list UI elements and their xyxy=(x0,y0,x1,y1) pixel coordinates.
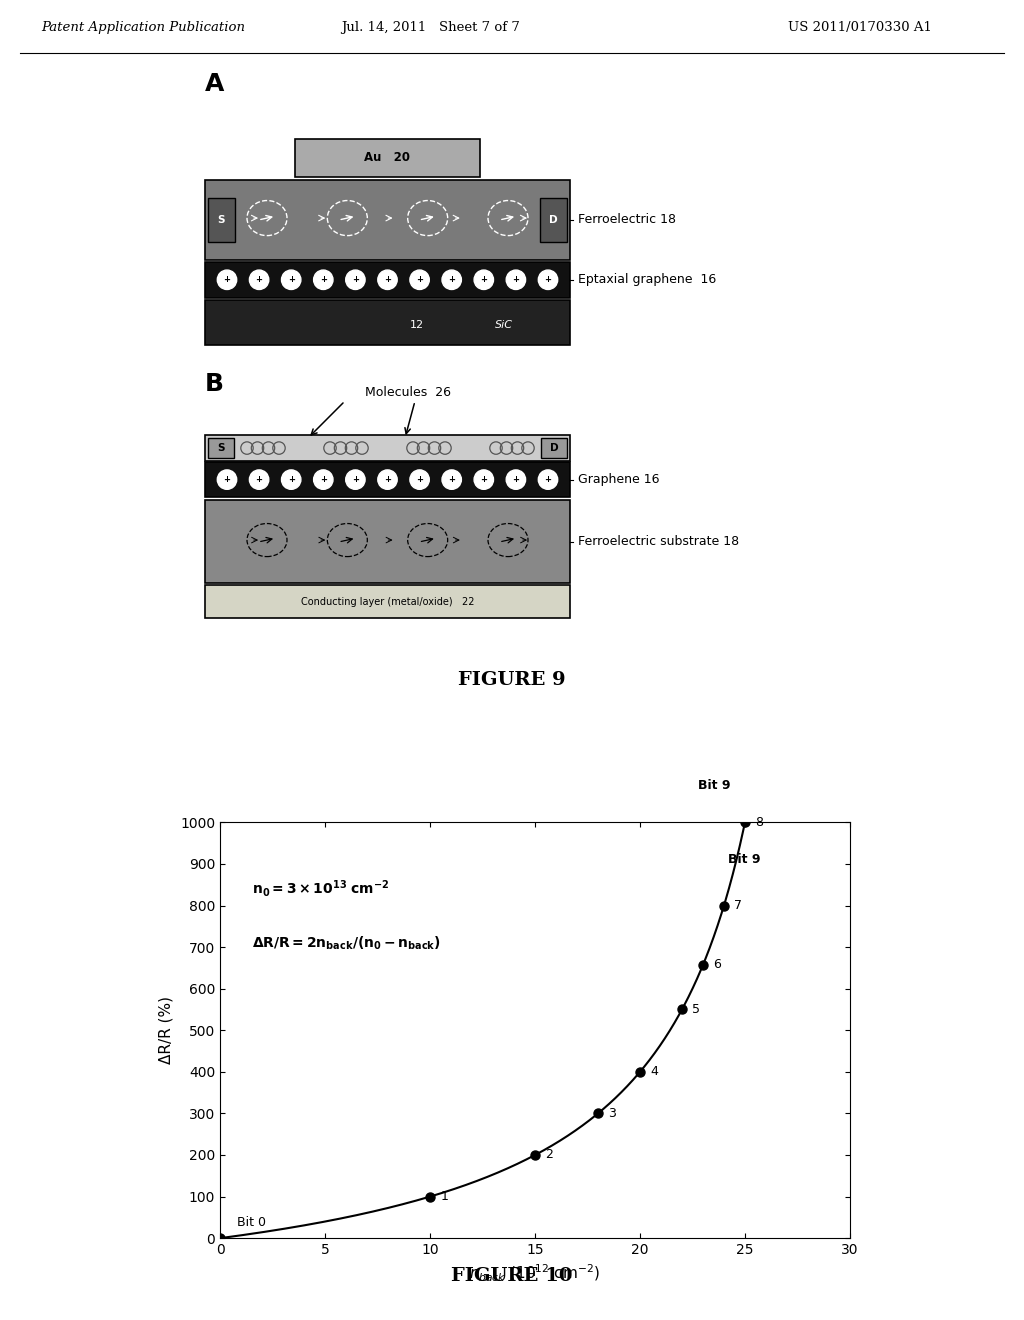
Text: 8: 8 xyxy=(756,816,764,829)
Circle shape xyxy=(217,271,237,289)
X-axis label: $n_{back}\ \left(10^{12}\ \mathrm{cm}^{-2}\right)$: $n_{back}\ \left(10^{12}\ \mathrm{cm}^{-… xyxy=(469,1262,601,1283)
Bar xyxy=(295,139,480,177)
Text: 1: 1 xyxy=(440,1191,449,1203)
Text: FIGURE 9: FIGURE 9 xyxy=(458,672,566,689)
Bar xyxy=(205,585,570,618)
Text: A: A xyxy=(205,73,224,96)
Circle shape xyxy=(506,271,525,289)
Text: 4: 4 xyxy=(650,1065,658,1078)
Text: +: + xyxy=(384,475,391,484)
Text: Ferroelectric 18: Ferroelectric 18 xyxy=(578,213,676,226)
Text: D: D xyxy=(550,444,558,453)
Text: B: B xyxy=(205,372,224,396)
Circle shape xyxy=(442,470,462,490)
Circle shape xyxy=(539,470,558,490)
Text: +: + xyxy=(512,475,519,484)
Text: Bit 9: Bit 9 xyxy=(697,779,730,792)
Circle shape xyxy=(282,470,301,490)
Text: Bit 9: Bit 9 xyxy=(728,853,761,866)
Bar xyxy=(205,500,570,583)
Circle shape xyxy=(217,470,237,490)
Text: +: + xyxy=(319,475,327,484)
Text: +: + xyxy=(449,475,456,484)
Circle shape xyxy=(410,271,429,289)
Text: 7: 7 xyxy=(734,899,742,912)
Circle shape xyxy=(313,470,333,490)
Text: S: S xyxy=(218,215,225,226)
Text: +: + xyxy=(352,475,358,484)
Text: +: + xyxy=(416,276,423,284)
Circle shape xyxy=(410,470,429,490)
Text: +: + xyxy=(416,475,423,484)
Circle shape xyxy=(313,271,333,289)
Text: +: + xyxy=(288,276,295,284)
Text: US 2011/0170330 A1: US 2011/0170330 A1 xyxy=(788,21,932,34)
Text: S: S xyxy=(217,444,224,453)
Bar xyxy=(205,261,570,298)
Circle shape xyxy=(474,271,494,289)
Text: +: + xyxy=(545,276,552,284)
Text: Patent Application Publication: Patent Application Publication xyxy=(41,21,245,34)
Text: FIGURE 10: FIGURE 10 xyxy=(452,1267,572,1286)
Text: $\mathbf{n_0=3\times10^{13}\ cm^{-2}}$: $\mathbf{n_0=3\times10^{13}\ cm^{-2}}$ xyxy=(252,878,389,899)
Text: +: + xyxy=(512,276,519,284)
Text: +: + xyxy=(256,475,262,484)
Text: 5: 5 xyxy=(692,1003,700,1016)
Text: SiC: SiC xyxy=(496,319,513,330)
Y-axis label: ΔR/R (%): ΔR/R (%) xyxy=(159,997,173,1064)
Bar xyxy=(205,300,570,345)
Text: Graphene 16: Graphene 16 xyxy=(578,473,659,486)
Bar xyxy=(541,438,567,458)
Bar xyxy=(205,436,570,461)
Text: +: + xyxy=(288,475,295,484)
Text: 6: 6 xyxy=(714,958,721,972)
Circle shape xyxy=(282,271,301,289)
Circle shape xyxy=(539,271,558,289)
Text: +: + xyxy=(223,475,230,484)
Text: Jul. 14, 2011   Sheet 7 of 7: Jul. 14, 2011 Sheet 7 of 7 xyxy=(341,21,519,34)
Text: +: + xyxy=(352,276,358,284)
Text: 12: 12 xyxy=(410,319,424,330)
Text: +: + xyxy=(480,276,487,284)
Text: 3: 3 xyxy=(608,1107,616,1119)
Bar xyxy=(205,462,570,498)
Text: +: + xyxy=(256,276,262,284)
Text: Ferroelectric substrate 18: Ferroelectric substrate 18 xyxy=(578,535,739,548)
Text: Au   20: Au 20 xyxy=(365,150,411,164)
Text: 2: 2 xyxy=(546,1148,553,1162)
Circle shape xyxy=(250,271,268,289)
Circle shape xyxy=(506,470,525,490)
Text: +: + xyxy=(319,276,327,284)
Circle shape xyxy=(250,470,268,490)
Text: +: + xyxy=(384,276,391,284)
Text: $\mathbf{\Delta R/R=2n_{back}/(n_0-n_{back})}$: $\mathbf{\Delta R/R=2n_{back}/(n_0-n_{ba… xyxy=(252,935,440,952)
Circle shape xyxy=(442,271,462,289)
Circle shape xyxy=(474,470,494,490)
Circle shape xyxy=(378,470,397,490)
Text: Conducting layer (metal/oxide)   22: Conducting layer (metal/oxide) 22 xyxy=(301,597,474,607)
Bar xyxy=(540,198,567,242)
Bar xyxy=(208,438,234,458)
Text: Eptaxial graphene  16: Eptaxial graphene 16 xyxy=(578,273,716,286)
Text: +: + xyxy=(223,276,230,284)
Text: +: + xyxy=(480,475,487,484)
Text: Molecules  26: Molecules 26 xyxy=(365,387,451,400)
Circle shape xyxy=(346,271,366,289)
Bar xyxy=(208,198,234,242)
Bar xyxy=(205,180,570,260)
Circle shape xyxy=(346,470,366,490)
Text: D: D xyxy=(549,215,558,226)
Text: Bit 0: Bit 0 xyxy=(237,1216,266,1229)
Text: +: + xyxy=(449,276,456,284)
Circle shape xyxy=(378,271,397,289)
Text: +: + xyxy=(545,475,552,484)
